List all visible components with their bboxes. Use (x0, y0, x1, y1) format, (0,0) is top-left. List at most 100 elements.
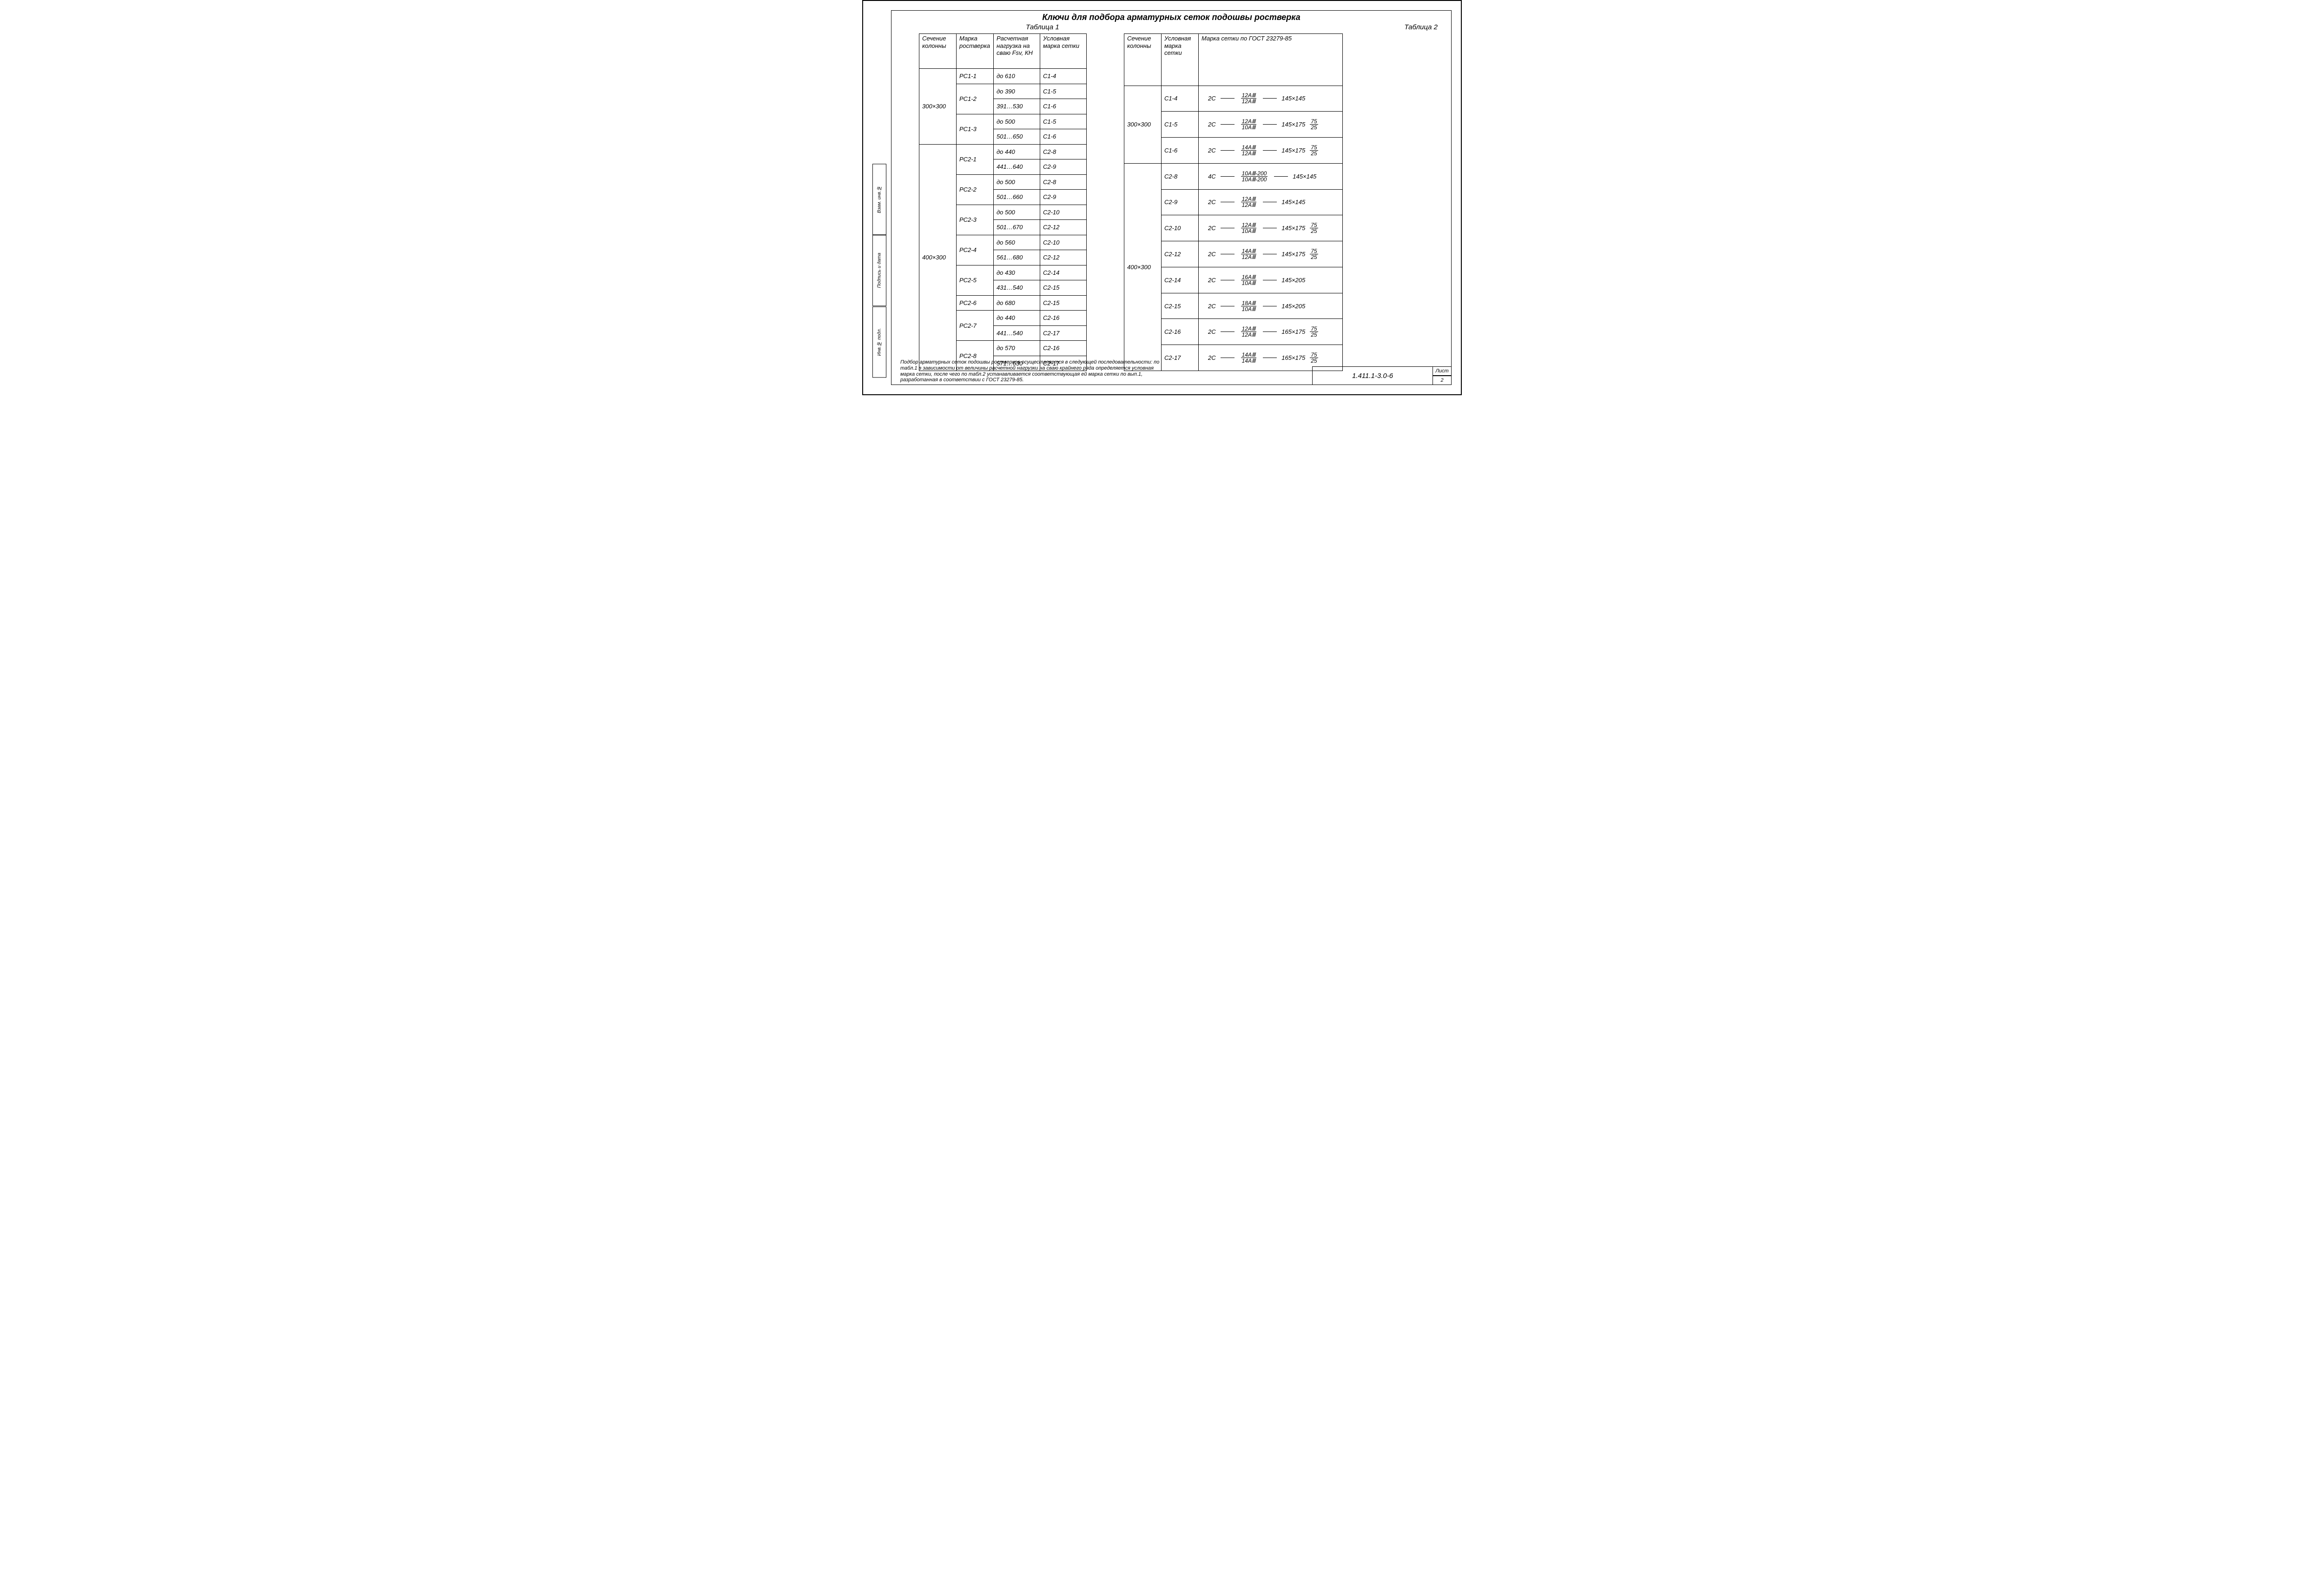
mark-cell: PC2-1 (957, 144, 994, 174)
gost-cell: 2C 12АⅢ12АⅢ 145×145 (1199, 86, 1343, 112)
load-cell: 501…670 (994, 220, 1040, 235)
mark-cell: PC1-3 (957, 114, 994, 144)
mesh-cell: C1-4 (1162, 86, 1199, 112)
load-cell: до 680 (994, 295, 1040, 311)
table-header: Расчетная нагрузка на сваю Fsv, КН (994, 34, 1040, 69)
title-block: 1.411.1-3.0-6 Лист 2 (1312, 366, 1452, 385)
load-cell: до 440 (994, 311, 1040, 326)
table-header: Сечение колонны (919, 34, 957, 69)
table-row: 400×300C2-84C 10АⅢ-20010АⅢ-200 145×145 (1124, 163, 1343, 189)
mesh-cell: C2-12 (1162, 241, 1199, 267)
gost-cell: 2C 12АⅢ10АⅢ 145×175 7525 (1199, 215, 1343, 241)
load-cell: 501…650 (994, 129, 1040, 145)
mark-cell: PC2-4 (957, 235, 994, 265)
load-cell: 431…540 (994, 280, 1040, 296)
mesh-cell: C2-12 (1040, 220, 1087, 235)
table-header: Марка ростверка (957, 34, 994, 69)
mesh-cell: C2-8 (1040, 174, 1087, 190)
load-cell: до 610 (994, 69, 1040, 84)
mark-cell: PC2-5 (957, 265, 994, 295)
side-label: Подпись и дата (872, 235, 886, 306)
mesh-cell: C1-6 (1040, 99, 1087, 114)
load-cell: до 430 (994, 265, 1040, 280)
mesh-cell: C2-14 (1040, 265, 1087, 280)
load-cell: до 560 (994, 235, 1040, 250)
sheet-number-block: Лист 2 (1433, 366, 1452, 385)
gost-cell: 2C 12АⅢ10АⅢ 145×175 7525 (1199, 112, 1343, 138)
mesh-cell: C2-10 (1040, 235, 1087, 250)
section-cell: 400×300 (919, 144, 957, 371)
table-header: Марка сетки по ГОСТ 23279-85 (1199, 34, 1343, 86)
mesh-cell: C2-15 (1162, 293, 1199, 319)
mark-cell: PC2-6 (957, 295, 994, 311)
mark-cell: PC1-1 (957, 69, 994, 84)
mesh-cell: C1-6 (1040, 129, 1087, 145)
load-cell: до 500 (994, 114, 1040, 129)
mark-cell: PC2-3 (957, 205, 994, 235)
mesh-cell: C2-9 (1040, 159, 1087, 175)
load-cell: до 390 (994, 84, 1040, 99)
gost-cell: 2C 14АⅢ12АⅢ 145×175 7525 (1199, 241, 1343, 267)
table-2: Сечение колонныУсловная марка сеткиМарка… (1124, 33, 1343, 371)
side-label: Взам. инв.№ (872, 164, 886, 235)
table-header: Условная марка сетки (1040, 34, 1087, 69)
side-label: Инв.№ подл. (872, 306, 886, 378)
table2-caption: Таблица 2 (1404, 23, 1438, 31)
mesh-cell: C2-17 (1040, 325, 1087, 341)
page-title: Ключи для подбора арматурных сеток подош… (900, 13, 1442, 22)
mesh-cell: C2-16 (1040, 341, 1087, 356)
mesh-cell: C2-14 (1162, 267, 1199, 293)
section-cell: 300×300 (1124, 86, 1162, 163)
load-cell: 441…640 (994, 159, 1040, 175)
mesh-cell: C1-4 (1040, 69, 1087, 84)
mesh-cell: C1-5 (1040, 114, 1087, 129)
mesh-cell: C1-6 (1162, 138, 1199, 164)
mesh-cell: C2-12 (1040, 250, 1087, 265)
table-row: 300×300PC1-1до 610C1-4 (919, 69, 1087, 84)
mesh-cell: C2-16 (1040, 311, 1087, 326)
sheet-word: Лист (1433, 366, 1452, 376)
mesh-cell: C2-8 (1040, 144, 1087, 159)
section-cell: 400×300 (1124, 163, 1162, 371)
footnote: Подбор арматурных сеток подошвы ростверк… (900, 359, 1161, 383)
tables-container: Сечение колонныМарка ростверкаРасчетная … (919, 33, 1442, 371)
table-row: 300×300C1-42C 12АⅢ12АⅢ 145×145 (1124, 86, 1343, 112)
load-cell: 391…530 (994, 99, 1040, 114)
gost-cell: 2C 18АⅢ10АⅢ 145×205 (1199, 293, 1343, 319)
section-cell: 300×300 (919, 69, 957, 145)
mesh-cell: C2-17 (1162, 345, 1199, 371)
load-cell: 441…540 (994, 325, 1040, 341)
mesh-cell: C2-8 (1162, 163, 1199, 189)
mesh-cell: C1-5 (1040, 84, 1087, 99)
table-header: Сечение колонны (1124, 34, 1162, 86)
gost-cell: 2C 14АⅢ12АⅢ 145×175 7525 (1199, 138, 1343, 164)
load-cell: до 570 (994, 341, 1040, 356)
gost-cell: 2C 12АⅢ12АⅢ 145×145 (1199, 189, 1343, 215)
sheet-number: 2 (1433, 376, 1452, 385)
table-header: Условная марка сетки (1162, 34, 1199, 86)
binding-margin: Взам. инв.№ Подпись и дата Инв.№ подл. (872, 164, 886, 378)
table1-caption: Таблица 1 (1026, 23, 1059, 31)
drawing-code: 1.411.1-3.0-6 (1312, 366, 1433, 385)
mesh-cell: C2-16 (1162, 319, 1199, 345)
mark-cell: PC2-2 (957, 174, 994, 205)
gost-cell: 2C 16АⅢ10АⅢ 145×205 (1199, 267, 1343, 293)
gost-cell: 2C 12АⅢ12АⅢ 165×175 7525 (1199, 319, 1343, 345)
mesh-cell: C1-5 (1162, 112, 1199, 138)
drawing-sheet: Взам. инв.№ Подпись и дата Инв.№ подл. К… (862, 0, 1462, 395)
mesh-cell: C2-10 (1162, 215, 1199, 241)
mesh-cell: C2-10 (1040, 205, 1087, 220)
load-cell: до 500 (994, 205, 1040, 220)
mesh-cell: C2-9 (1040, 190, 1087, 205)
load-cell: 561…680 (994, 250, 1040, 265)
mesh-cell: C2-15 (1040, 295, 1087, 311)
table-row: 400×300PC2-1до 440C2-8 (919, 144, 1087, 159)
load-cell: до 440 (994, 144, 1040, 159)
mesh-cell: C2-15 (1040, 280, 1087, 296)
mesh-cell: C2-9 (1162, 189, 1199, 215)
load-cell: до 500 (994, 174, 1040, 190)
load-cell: 501…660 (994, 190, 1040, 205)
mark-cell: PC2-7 (957, 311, 994, 341)
gost-cell: 4C 10АⅢ-20010АⅢ-200 145×145 (1199, 163, 1343, 189)
table-1: Сечение колонныМарка ростверкаРасчетная … (919, 33, 1087, 371)
